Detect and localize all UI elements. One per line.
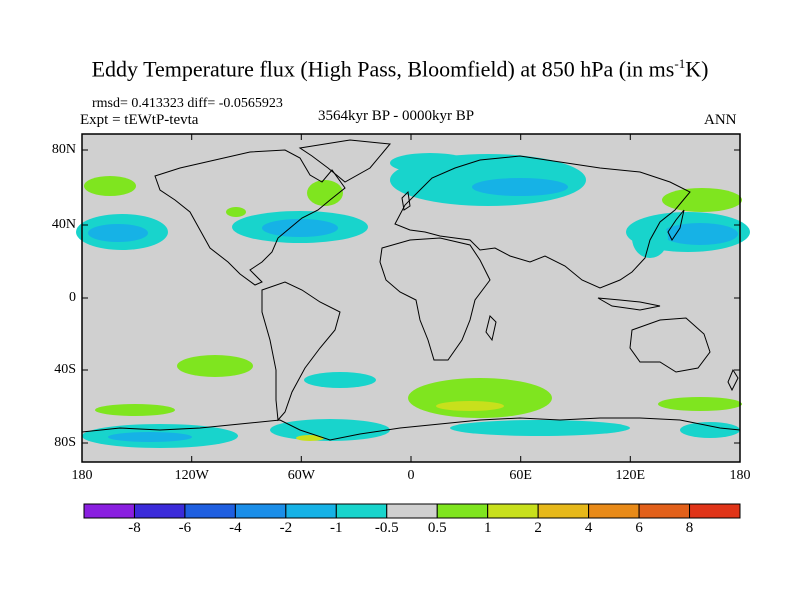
y-tick-80s: 80S bbox=[54, 435, 76, 450]
x-tick-120e: 120E bbox=[615, 468, 646, 483]
patch-canada bbox=[307, 180, 343, 206]
map-title: Eddy Temperature flux (High Pass, Bloomf… bbox=[91, 56, 709, 82]
patch-southern-ocean-west-core bbox=[108, 432, 192, 442]
colorbar-label: -8 bbox=[128, 520, 141, 536]
patch-north-atlantic-core bbox=[262, 219, 338, 237]
patch-north-pacific-east-core bbox=[662, 223, 738, 245]
europe-asia-coast bbox=[394, 155, 691, 289]
patch-southern-green-west bbox=[95, 404, 175, 416]
colorbar-swatch bbox=[487, 503, 539, 519]
patch-southern-ocean-mid bbox=[270, 419, 390, 441]
japan-coast bbox=[667, 209, 685, 241]
patch-south-atlantic-yellow bbox=[436, 401, 504, 411]
colorbar-label: 4 bbox=[584, 520, 593, 536]
x-tick-0: 0 bbox=[407, 468, 415, 483]
patch-eurasia-core bbox=[472, 178, 568, 196]
greenland-coast bbox=[298, 139, 391, 183]
patch-atlantic-small bbox=[226, 207, 246, 217]
colorbar-swatch bbox=[537, 503, 590, 519]
colorbar-swatch bbox=[588, 503, 640, 519]
colorbar bbox=[83, 503, 741, 519]
y-tick-80n: 80N bbox=[51, 142, 76, 157]
colorbar-swatch bbox=[689, 503, 741, 519]
axis-ticks bbox=[81, 134, 741, 462]
colorbar-swatch bbox=[234, 503, 287, 519]
experiment-label: Expt = tEWtP-tevta bbox=[80, 112, 199, 128]
colorbar-swatch bbox=[184, 503, 236, 519]
australia-coast bbox=[629, 317, 711, 373]
patch-arctic bbox=[390, 153, 470, 173]
patch-southern-green-east bbox=[658, 397, 742, 411]
patch-south-america bbox=[304, 372, 376, 388]
colorbar-label: -6 bbox=[178, 520, 192, 536]
x-tick-180-right: 180 bbox=[729, 468, 751, 483]
y-tick-40n: 40N bbox=[51, 217, 76, 232]
period-label: 3564kyr BP - 0000kyr BP bbox=[318, 108, 475, 124]
season-label: ANN bbox=[704, 112, 737, 128]
anomaly-patches bbox=[76, 153, 750, 448]
x-tick-60e: 60E bbox=[509, 468, 532, 483]
stats-line: rmsd= 0.413323 diff= -0.0565923 bbox=[92, 96, 283, 111]
colorbar-label: -1 bbox=[330, 520, 343, 536]
colorbar-swatch bbox=[386, 503, 438, 519]
y-tick-0: 0 bbox=[69, 290, 76, 305]
madagascar-coast bbox=[485, 315, 497, 342]
patch-north-pacific-west-core bbox=[88, 224, 148, 242]
colorbar-swatch bbox=[285, 503, 337, 519]
colorbar-swatch bbox=[133, 503, 186, 519]
colorbar-swatch bbox=[638, 503, 691, 519]
coastlines bbox=[81, 139, 741, 441]
antarctica-coast bbox=[81, 417, 741, 441]
x-tick-120w: 120W bbox=[174, 468, 209, 483]
colorbar-label: 8 bbox=[685, 520, 694, 536]
new-zealand-coast bbox=[727, 368, 739, 392]
colorbar-label: 2 bbox=[534, 520, 542, 536]
colorbar-label: 6 bbox=[635, 520, 643, 536]
patch-east-asia bbox=[632, 218, 668, 258]
x-tick-60w: 60W bbox=[287, 468, 315, 483]
patch-north-pacific-green bbox=[662, 188, 742, 212]
colorbar-swatch bbox=[436, 503, 489, 519]
colorbar-label: -2 bbox=[279, 520, 293, 536]
colorbar-swatch bbox=[335, 503, 388, 519]
uk-coast bbox=[401, 190, 411, 211]
colorbar-label: -4 bbox=[229, 520, 242, 536]
colorbar-swatch bbox=[83, 503, 135, 519]
colorbar-label: 0.5 bbox=[427, 520, 447, 536]
africa-coast bbox=[379, 237, 491, 361]
north-america-coast bbox=[154, 149, 346, 286]
y-tick-40s: 40S bbox=[54, 362, 76, 377]
patch-southern-ocean-far bbox=[680, 422, 740, 438]
x-tick-180-left: 180 bbox=[71, 468, 93, 483]
patch-south-pacific bbox=[177, 355, 253, 377]
colorbar-label: -0.5 bbox=[374, 520, 399, 536]
patch-south-atlantic-green bbox=[408, 378, 552, 418]
patch-antarctic-yellow bbox=[296, 435, 324, 441]
patch-pacific-nw bbox=[84, 176, 136, 196]
south-america-coast bbox=[261, 281, 341, 422]
indonesia-coast bbox=[597, 297, 661, 311]
colorbar-label: 1 bbox=[483, 520, 492, 536]
patch-southern-ocean-east bbox=[450, 420, 630, 436]
